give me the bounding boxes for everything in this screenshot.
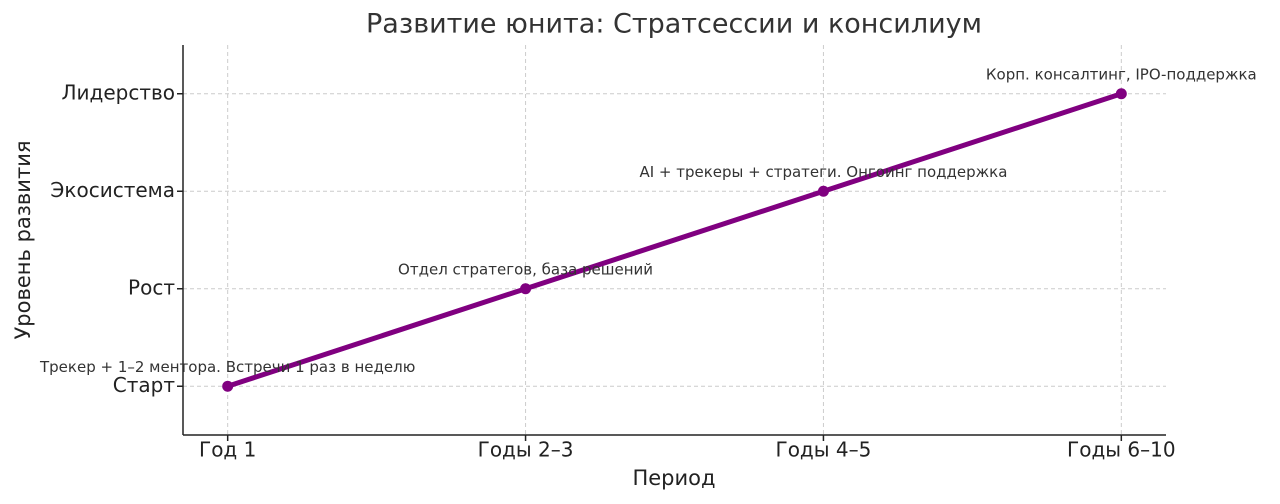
x-axis-label: Период: [632, 466, 715, 490]
x-tick-label: Годы 6–10: [1067, 438, 1176, 462]
marker: [817, 185, 829, 197]
marker: [222, 380, 234, 392]
x-tick-label: Годы 4–5: [776, 438, 872, 462]
y-tick-label: Лидерство: [61, 80, 175, 104]
chart-title: Развитие юнита: Стратсессии и консилиум: [366, 9, 982, 40]
annotation: Отдел стратегов, база решений: [398, 260, 653, 278]
y-tick-label: Старт: [113, 373, 176, 397]
y-tick-label: Рост: [128, 275, 175, 299]
annotation: Трекер + 1–2 ментора. Встречи 1 раз в не…: [39, 358, 415, 376]
x-tick-label: Год 1: [199, 438, 256, 462]
annotation: AI + трекеры + стратеги. Онгоинг поддерж…: [639, 163, 1007, 181]
marker: [520, 283, 532, 295]
annotation: Корп. консалтинг, IPO-поддержка: [986, 65, 1257, 83]
marker: [1115, 88, 1127, 100]
x-tick-label: Годы 2–3: [478, 438, 574, 462]
line: [226, 91, 1123, 389]
y-axis-label: Уровень развития: [11, 141, 35, 340]
y-tick-label: Экосистема: [50, 178, 175, 202]
